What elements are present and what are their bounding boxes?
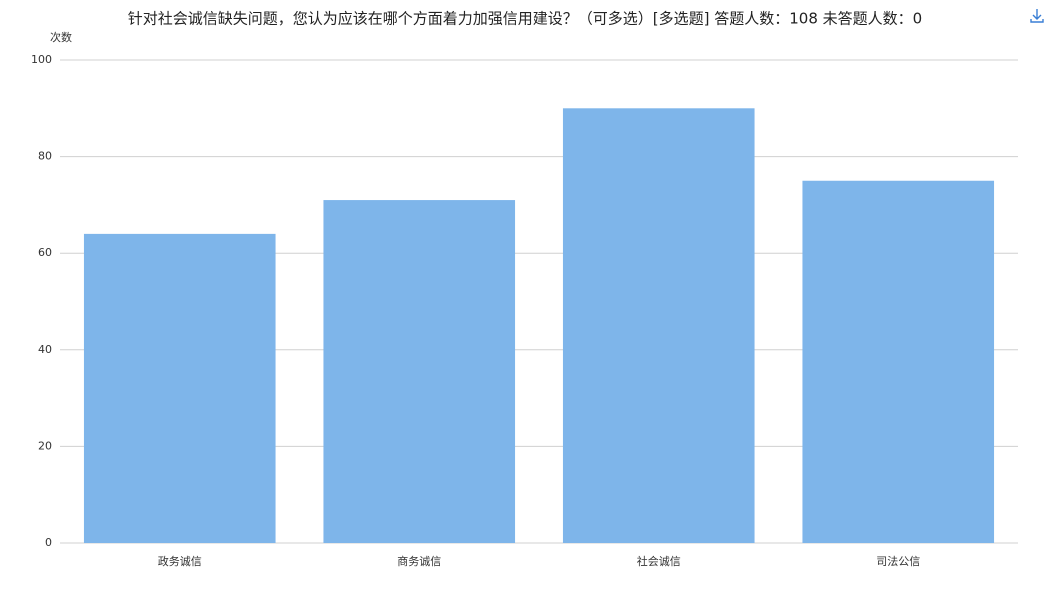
bar xyxy=(323,200,516,543)
download-glyph[interactable] xyxy=(1030,9,1044,23)
y-axis-label: 次数 xyxy=(50,30,72,44)
x-tick-label: 政务诚信 xyxy=(158,554,202,568)
x-tick-label: 司法公信 xyxy=(876,554,920,568)
y-tick-label: 80 xyxy=(38,150,52,163)
chart-title: 针对社会诚信缺失问题，您认为应该在哪个方面着力加强信用建设？（可多选）[多选题]… xyxy=(128,10,922,28)
y-tick-label: 40 xyxy=(38,343,52,356)
y-tick-label: 100 xyxy=(31,53,52,66)
bar xyxy=(802,180,995,543)
bar xyxy=(562,108,755,544)
download-icon[interactable] xyxy=(1030,9,1044,23)
y-tick-label: 60 xyxy=(38,246,52,259)
bar xyxy=(83,233,276,543)
x-tick-label: 商务诚信 xyxy=(397,554,441,568)
y-tick-label: 0 xyxy=(45,536,52,549)
y-tick-label: 20 xyxy=(38,439,52,452)
x-tick-label: 社会诚信 xyxy=(637,554,681,568)
